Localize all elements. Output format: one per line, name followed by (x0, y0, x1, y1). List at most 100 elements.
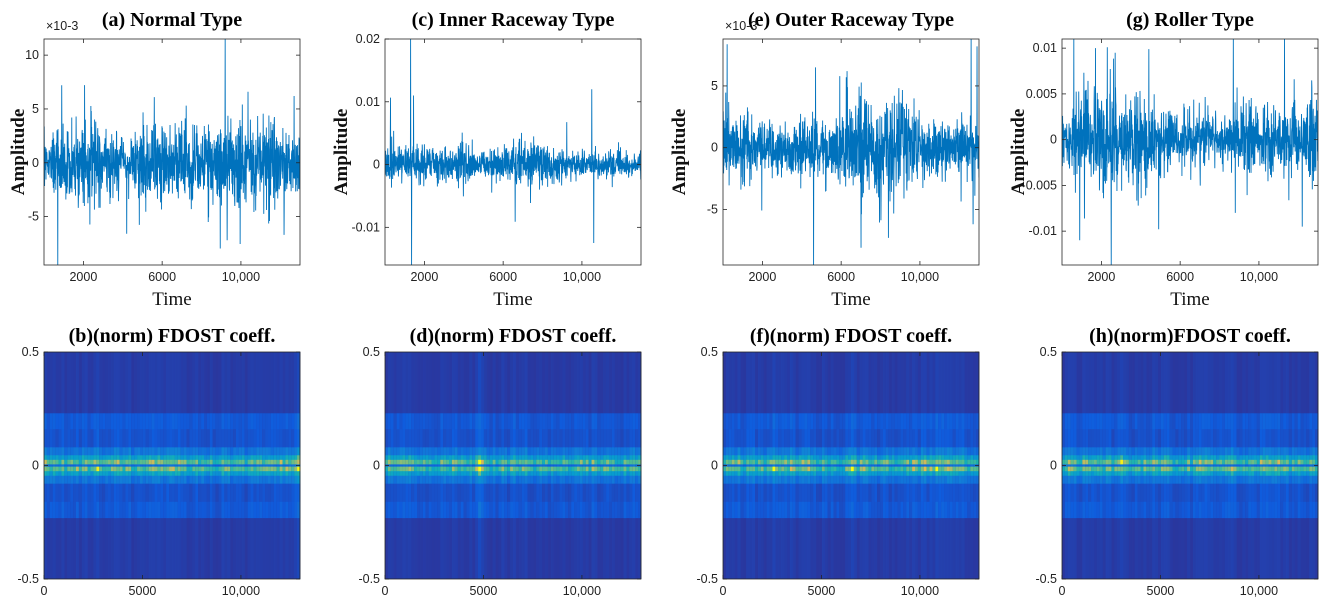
heatmap-cell (440, 459, 444, 465)
heatmap-cell (469, 464, 473, 468)
heatmap-cell (76, 475, 80, 485)
heatmap-cell (58, 475, 62, 485)
heatmap-cell (1187, 464, 1191, 468)
heatmap-cell (556, 459, 560, 465)
heatmap-cell (926, 413, 930, 430)
heatmap-cell (813, 413, 817, 430)
heatmap-cell (763, 464, 768, 468)
heatmap-cell (265, 501, 269, 519)
heatmap-cell (964, 413, 968, 430)
heatmap-cell (833, 429, 837, 448)
heatmap-cell (801, 413, 805, 430)
heatmap-cell (1169, 464, 1173, 468)
heatmap-cell (728, 475, 733, 485)
axes-frame (384, 38, 642, 266)
heatmap-cell (932, 455, 936, 461)
heatmap-cell (486, 455, 491, 461)
heatmap-cell (1158, 501, 1162, 519)
heatmap-cell (128, 455, 132, 461)
heatmap-cell (964, 459, 968, 465)
heatmap-cell (725, 501, 730, 519)
heatmap-cell (1117, 471, 1121, 477)
heatmap-cell (1190, 501, 1194, 519)
heatmap-cell (169, 464, 173, 468)
heatmap-cell (230, 483, 234, 503)
heatmap-cell (611, 483, 616, 503)
heatmap-cell (1184, 475, 1188, 485)
heatmap-cell (460, 501, 464, 519)
heatmap-cell (250, 459, 254, 465)
heatmap-cell (73, 413, 77, 430)
heatmap-cell (973, 459, 977, 465)
heatmap-cell (839, 475, 843, 485)
heatmap-cell (1108, 447, 1112, 456)
heatmap-cell (460, 447, 464, 456)
heatmap-cell (230, 466, 234, 472)
heatmap-cell (84, 501, 89, 519)
heatmap-cell (390, 455, 395, 461)
heatmap-cell (61, 455, 65, 461)
heatmap-cell (923, 455, 928, 461)
heatmap-cell (434, 455, 438, 461)
heatmap-cell (230, 501, 234, 519)
heatmap-cell (766, 471, 770, 477)
heatmap-cell (582, 429, 587, 448)
heatmap-cell (597, 455, 601, 461)
heatmap-cell (781, 447, 785, 456)
heatmap-cell (440, 464, 444, 468)
heatmap-cell (1291, 466, 1296, 472)
heatmap-cell (504, 429, 508, 448)
heatmap-cell (559, 466, 563, 472)
heatmap-cell (1210, 483, 1214, 503)
heatmap-cell (1245, 464, 1249, 468)
heatmap-cell (1102, 464, 1107, 468)
heatmap-cell (385, 466, 389, 472)
heatmap-cell (431, 501, 435, 519)
heatmap-cell (466, 455, 470, 461)
heatmap-cell (1175, 483, 1179, 503)
heatmap-cell (941, 459, 945, 465)
heatmap-cell (55, 447, 59, 456)
heatmap-cell (1163, 455, 1168, 461)
heatmap-cell (1181, 447, 1185, 456)
heatmap-cell (1099, 459, 1104, 465)
heatmap-cell (1259, 459, 1264, 465)
heatmap-cell (256, 501, 260, 519)
heatmap-cell (1286, 466, 1290, 472)
heatmap-cell (76, 413, 80, 430)
heatmap-cell (1294, 464, 1299, 468)
heatmap-cell (623, 483, 627, 503)
heatmap-cell (1286, 447, 1290, 456)
heatmap-cell (428, 471, 432, 477)
heatmap-cell (128, 459, 132, 465)
heatmap-cell (1207, 413, 1211, 430)
heatmap-cell (1248, 459, 1252, 465)
heatmap-cell (256, 464, 260, 468)
heatmap-cell (241, 471, 246, 477)
heatmap-cell (247, 464, 251, 468)
heatmap-cell (87, 455, 91, 461)
heatmap-cell (1079, 475, 1083, 485)
heatmap-cell (67, 447, 71, 456)
heatmap-cell (629, 471, 633, 477)
heatmap-cell (122, 501, 126, 519)
heatmap-cell (1187, 501, 1191, 519)
heatmap-cell (1163, 464, 1168, 468)
x-tick-label: 6000 (827, 270, 855, 284)
heatmap-cell (527, 455, 531, 461)
heatmap-cell (454, 483, 459, 503)
heatmap-cell (1300, 459, 1304, 465)
heatmap-cell (885, 459, 890, 465)
heatmap-cell (276, 429, 281, 448)
heatmap-cell (530, 447, 534, 456)
heatmap-cell (976, 429, 980, 448)
heatmap-cell (1091, 501, 1095, 519)
heatmap-cell (1126, 501, 1130, 519)
heatmap-cell (440, 413, 444, 430)
heatmap-cell (865, 466, 869, 472)
heatmap-cell (594, 447, 598, 456)
heatmap-cell (279, 455, 283, 461)
heatmap-cell (565, 459, 569, 465)
heatmap-cell (87, 447, 91, 456)
heatmap-cell (1102, 471, 1107, 477)
